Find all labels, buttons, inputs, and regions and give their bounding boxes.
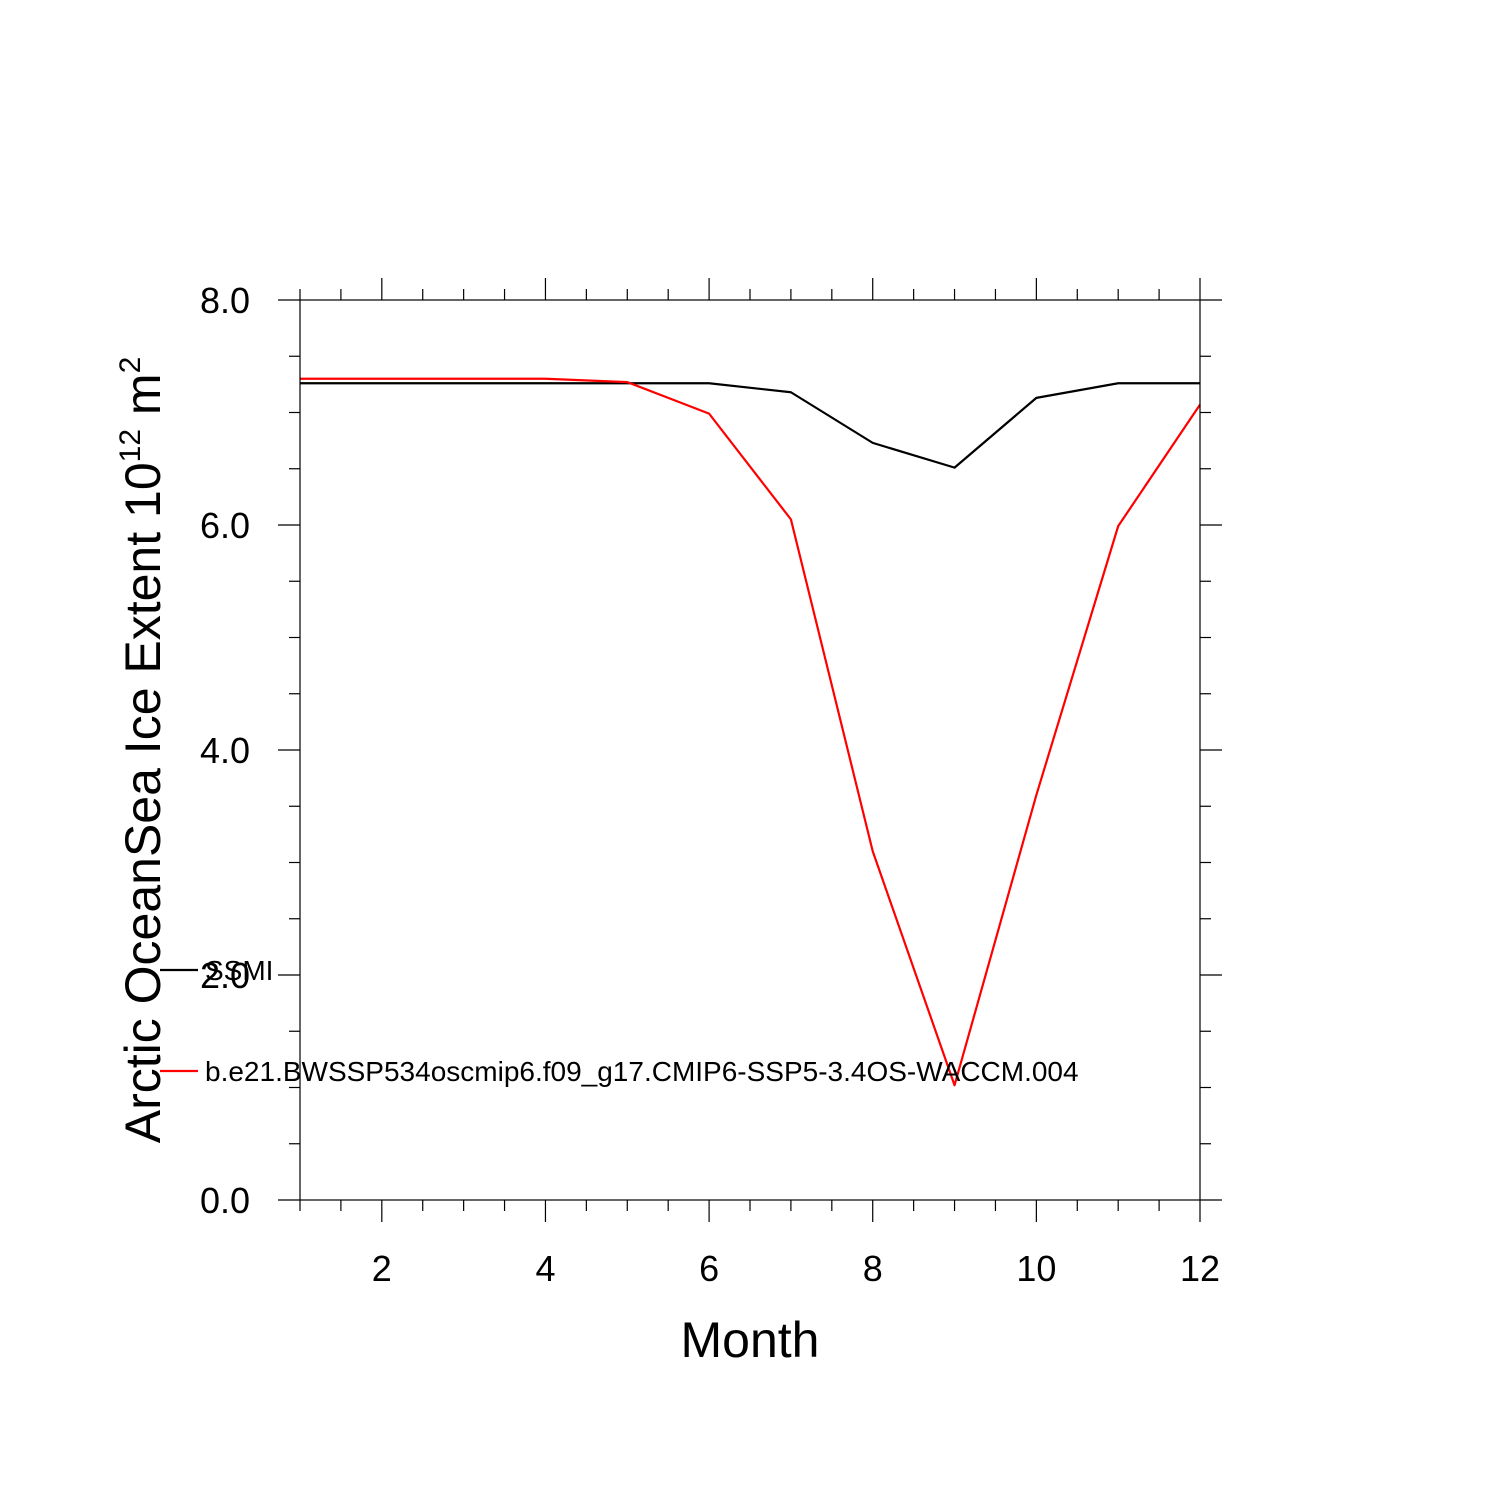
- x-tick-label: 6: [699, 1248, 719, 1289]
- y-tick-label: 4.0: [200, 730, 250, 771]
- y-axis-title-exponent: 12: [114, 429, 147, 462]
- x-tick-label: 2: [372, 1248, 392, 1289]
- x-axis-title: Month: [681, 1312, 820, 1368]
- plot-frame: [299, 299, 1201, 1201]
- legend-label: SSMI: [205, 955, 273, 986]
- x-tick-label: 12: [1180, 1248, 1220, 1289]
- y-axis-title-unit: m: [115, 373, 171, 429]
- x-tick-label: 8: [863, 1248, 883, 1289]
- y-tick-label: 6.0: [200, 505, 250, 546]
- axis-ticks: [278, 278, 1222, 1222]
- x-tick-label: 4: [535, 1248, 555, 1289]
- legend: SSMI b.e21.BWSSP534oscmip6.f09_g17.CMIP6-…: [160, 955, 1079, 1087]
- series-lines: [300, 377, 1201, 1087]
- y-axis-title-unit-exponent: 2: [114, 357, 147, 374]
- x-tick-label: 10: [1016, 1248, 1056, 1289]
- y-axis-title: Arctic OceanSea Ice Extent 1012 m2: [114, 357, 171, 1144]
- legend-label: b.e21.BWSSP534oscmip6.f09_g17.CMIP6-SSP5…: [205, 1056, 1079, 1087]
- series-line-1: [300, 382, 1200, 469]
- y-tick-label: 0.0: [200, 1180, 250, 1221]
- y-tick-label: 2.0: [200, 955, 250, 996]
- y-tick-label: 8.0: [200, 280, 250, 321]
- axis-tick-labels: 2 4 6 8 10 12 0.0 2.0 4.0 6.0 8.0: [200, 280, 1220, 1289]
- y-axis-title-text: Arctic OceanSea Ice Extent 10: [115, 462, 171, 1143]
- series-line-2: [300, 377, 1201, 1087]
